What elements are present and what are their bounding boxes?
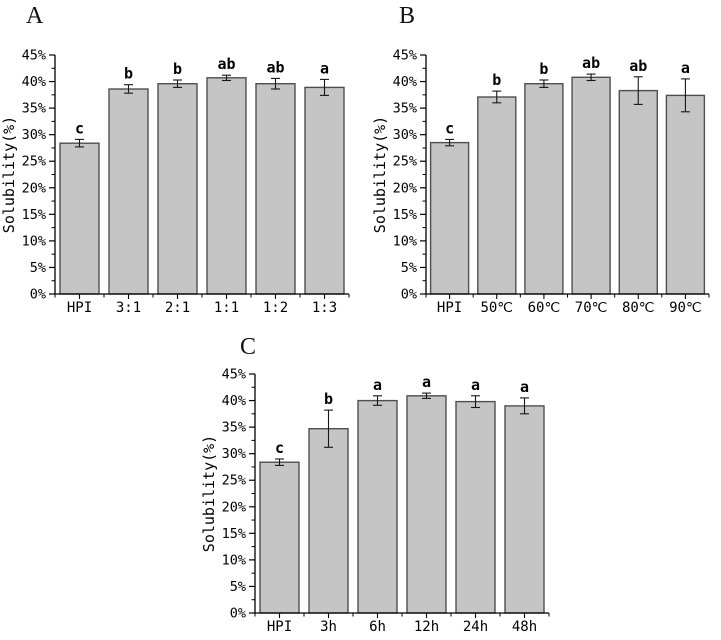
bar	[429, 141, 470, 295]
bar	[59, 142, 100, 295]
bar	[665, 94, 706, 295]
y-tick-label: 45%	[22, 48, 46, 64]
significance-letter: a	[373, 376, 382, 394]
bar	[308, 428, 349, 614]
y-tick-label: 10%	[393, 233, 417, 249]
panel-label-a: A	[26, 3, 44, 29]
y-tick-label: 20%	[22, 180, 46, 196]
bar	[406, 395, 447, 614]
bar	[108, 88, 149, 295]
significance-letter: b	[492, 71, 501, 89]
significance-letter: b	[539, 60, 548, 78]
significance-letter: b	[124, 65, 133, 83]
x-tick-label: 1:1	[214, 300, 239, 316]
x-tick-label: 6h	[369, 619, 386, 635]
y-tick-label: 30%	[393, 127, 417, 143]
y-tick-label: 25%	[22, 154, 46, 170]
significance-letter: a	[681, 59, 690, 77]
y-tick-label: 30%	[222, 446, 246, 462]
x-tick-label: 50℃	[480, 300, 513, 316]
bar	[571, 76, 611, 295]
bar	[259, 461, 300, 614]
x-tick-label: 1:2	[263, 300, 288, 316]
x-tick-label: HPI	[437, 300, 462, 316]
chart-panel-b: c HPI b 50℃ b 60℃ ab 70℃ ab 80℃ a 90℃ 0% 5% 10% 15% 20% 2…	[371, 48, 710, 316]
bar	[477, 96, 517, 295]
y-tick-label: 40%	[22, 74, 46, 90]
significance-letter: a	[471, 376, 480, 394]
x-tick-label: 90℃	[669, 300, 702, 316]
y-tick-label: 15%	[393, 207, 417, 223]
y-tick-label: 40%	[222, 393, 246, 409]
panel-label-c: C	[240, 334, 257, 360]
significance-letter: b	[173, 60, 182, 78]
significance-letter: ab	[629, 57, 647, 75]
x-tick-label: 3h	[320, 619, 337, 635]
y-tick-label: 35%	[393, 101, 417, 117]
y-tick-label: 45%	[222, 367, 246, 383]
x-tick-label: 70℃	[575, 300, 608, 316]
y-tick-label: 15%	[222, 526, 246, 542]
y-tick-label: 10%	[222, 552, 246, 568]
y-tick-label: 20%	[393, 180, 417, 196]
y-axis-title: Solubility(%)	[371, 116, 389, 233]
bar	[504, 405, 545, 614]
y-tick-label: 15%	[22, 207, 46, 223]
significance-letter: ab	[582, 54, 600, 72]
y-tick-label: 25%	[393, 154, 417, 170]
x-tick-label: 60℃	[528, 300, 561, 316]
chart-panel-a: c HPI b 3:1 b 2:1 ab 1:1 ab 1:2 a 1:3 0% 5% 10% 15% 20% 2…	[0, 48, 350, 316]
y-tick-label: 5%	[230, 579, 246, 595]
bar	[357, 399, 398, 614]
x-tick-label: 48h	[512, 619, 537, 635]
significance-letter: a	[422, 373, 431, 391]
y-tick-label: 0%	[401, 287, 417, 303]
y-tick-label: 5%	[30, 260, 46, 276]
significance-letter: b	[324, 390, 333, 408]
y-axis-title: Solubility(%)	[0, 116, 18, 233]
bar	[455, 400, 496, 614]
y-tick-label: 20%	[222, 499, 246, 515]
y-tick-label: 35%	[22, 101, 46, 117]
significance-letter: c	[75, 119, 84, 137]
y-tick-label: 30%	[22, 127, 46, 143]
significance-letter: a	[320, 59, 329, 77]
significance-letter: ab	[217, 55, 235, 73]
x-tick-label: HPI	[267, 619, 292, 635]
significance-letter: ab	[266, 58, 284, 76]
x-tick-label: 3:1	[116, 300, 141, 316]
y-tick-label: 0%	[230, 606, 246, 622]
bar	[618, 89, 658, 295]
panel-label-b: B	[399, 3, 416, 29]
x-tick-label: 80℃	[622, 300, 655, 316]
x-tick-label: 24h	[463, 619, 488, 635]
x-tick-label: 12h	[414, 619, 439, 635]
y-axis-title: Solubility(%)	[200, 435, 218, 552]
x-tick-label: 2:1	[165, 300, 190, 316]
y-tick-label: 45%	[393, 48, 417, 64]
bar	[304, 86, 345, 295]
y-tick-label: 10%	[22, 233, 46, 249]
x-tick-label: HPI	[67, 300, 92, 316]
y-tick-label: 35%	[222, 420, 246, 436]
significance-letter: a	[520, 378, 529, 396]
y-tick-label: 25%	[222, 473, 246, 489]
bar	[255, 82, 296, 295]
y-tick-label: 0%	[30, 287, 46, 303]
significance-letter: c	[275, 439, 284, 457]
x-tick-label: 1:3	[312, 300, 337, 316]
chart-panel-c: c HPI b 3h a 6h a 12h a 24h a 48h 0% 5% 10% 15% 20% 25% 30…	[200, 367, 550, 635]
bar	[157, 82, 198, 295]
bar	[206, 77, 247, 295]
significance-letter: c	[445, 119, 454, 137]
y-tick-label: 40%	[393, 74, 417, 90]
bar	[524, 82, 564, 295]
y-tick-label: 5%	[401, 260, 417, 276]
